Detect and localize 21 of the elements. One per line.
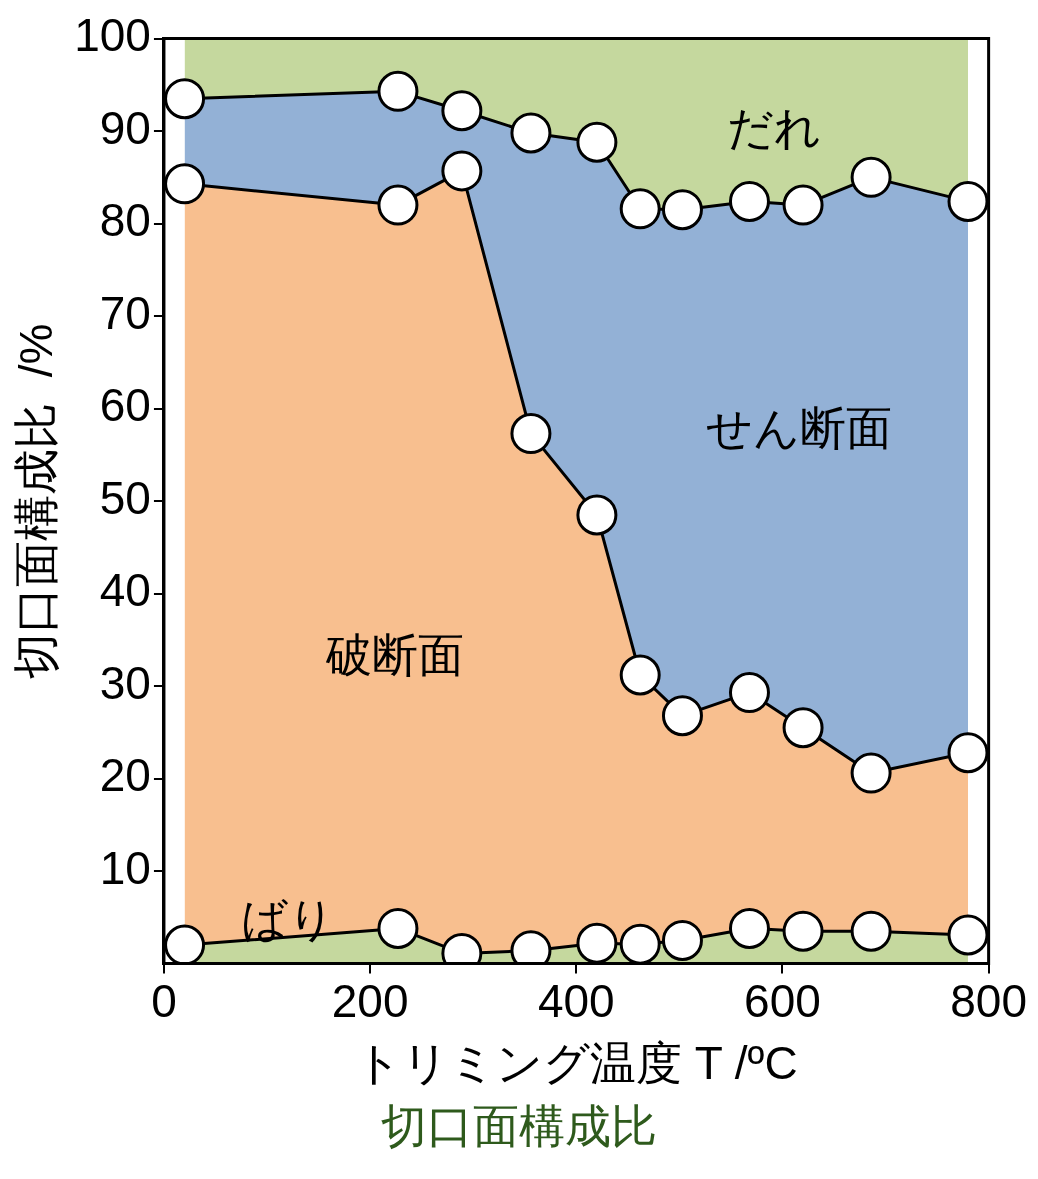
y-tick-label: 70 <box>99 286 151 339</box>
x-tick-label: 400 <box>537 974 615 1027</box>
y-tick-label: 20 <box>99 749 151 802</box>
series-label: だれ <box>727 101 822 154</box>
y-tick-label: 50 <box>99 471 151 524</box>
y-axis-title: 切口面構成比 /% <box>10 323 63 679</box>
y-tick-label: 60 <box>99 379 151 432</box>
x-tick-label: 200 <box>331 974 409 1027</box>
series-label: 破断面 <box>324 629 464 682</box>
x-tick-label: 0 <box>151 974 177 1027</box>
x-tick-label: 800 <box>950 974 1027 1027</box>
x-tick-label: 600 <box>744 974 821 1027</box>
y-tick-label: 40 <box>99 564 151 617</box>
y-tick-label: 80 <box>99 194 151 247</box>
series-label: せん断面 <box>705 402 892 455</box>
y-tick-label: 10 <box>99 841 151 894</box>
y-tick-label: 30 <box>99 656 151 709</box>
y-tick-label: 90 <box>99 101 151 154</box>
text: 切口面構成比 <box>380 1099 658 1154</box>
y-tick-label: 100 <box>74 9 151 62</box>
x-axis-title: トリミング温度 T /ºC <box>354 1037 798 1090</box>
